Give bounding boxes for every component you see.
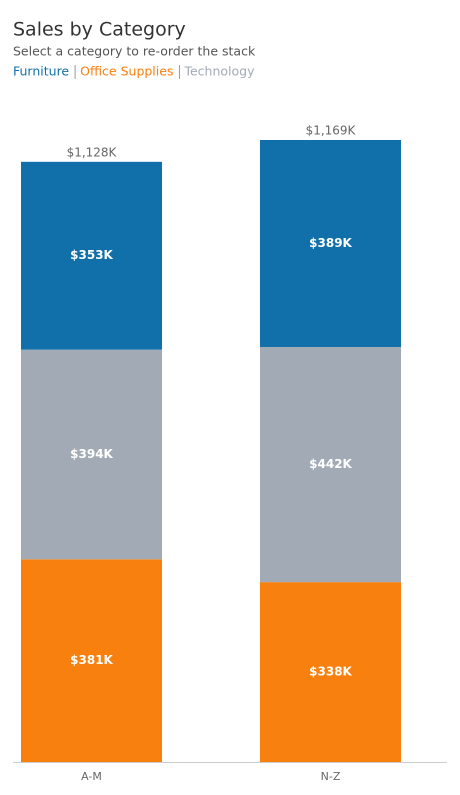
x-tick-label: N-Z bbox=[321, 770, 341, 783]
bar-segment bbox=[260, 582, 401, 762]
value-label: $338K bbox=[309, 665, 352, 679]
bar-segment bbox=[21, 349, 162, 560]
value-label: $353K bbox=[70, 248, 113, 262]
value-label: $442K bbox=[309, 457, 352, 471]
bar-segment bbox=[260, 346, 401, 583]
legend-entry: Furniture bbox=[13, 64, 69, 79]
bar-segment bbox=[21, 559, 162, 762]
x-tick-label: A-M bbox=[81, 770, 102, 783]
legend-entry: Office Supplies bbox=[80, 64, 173, 79]
bar-segment bbox=[21, 161, 162, 350]
chart-subtitle: Select a category to re-order the stack bbox=[13, 44, 256, 59]
value-label: $394K bbox=[70, 447, 113, 461]
value-label: $381K bbox=[70, 653, 113, 667]
total-label: $1,169K bbox=[306, 124, 357, 138]
legend-entry: Technology bbox=[183, 64, 255, 79]
value-label: $389K bbox=[309, 236, 352, 250]
chart-title: Sales by Category bbox=[13, 19, 186, 41]
bar-segment bbox=[260, 140, 401, 347]
total-label: $1,128K bbox=[67, 145, 118, 159]
